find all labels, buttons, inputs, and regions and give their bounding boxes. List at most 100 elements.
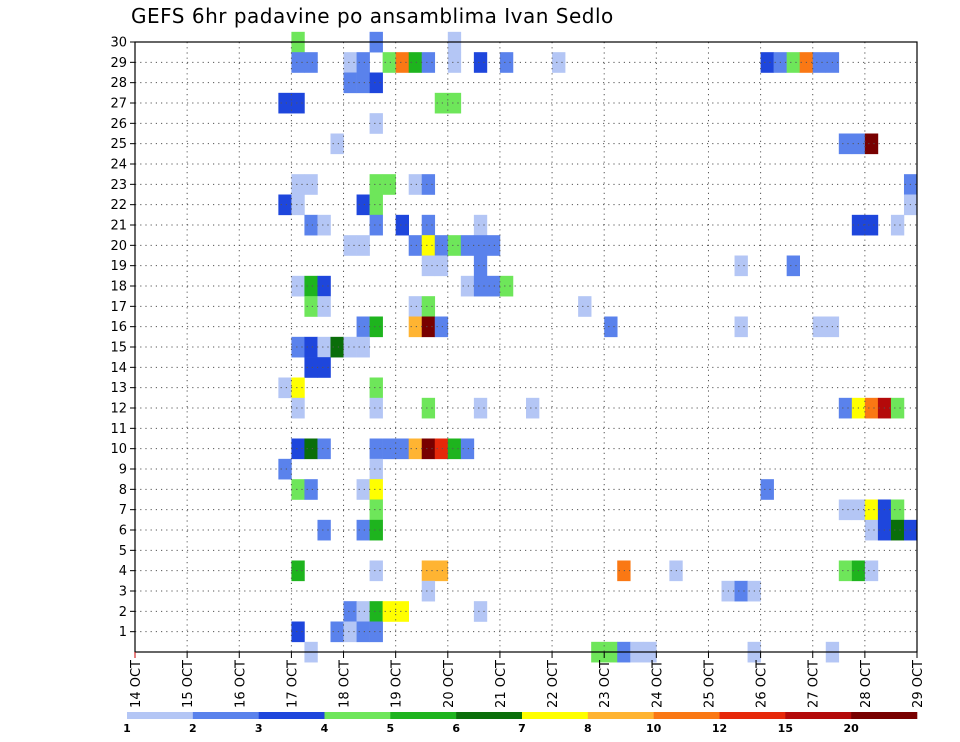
- y-tick-label: 24: [110, 158, 127, 173]
- legend-level-label: 15: [778, 722, 793, 735]
- heatmap-cell: [434, 560, 449, 582]
- y-tick-label: 4: [119, 564, 127, 579]
- heatmap-cell: [278, 92, 292, 114]
- heatmap-cell: [408, 296, 423, 317]
- y-tick-label: 8: [119, 483, 127, 498]
- heatmap-cell: [343, 52, 357, 73]
- heatmap-cell: [864, 499, 879, 521]
- heatmap-cell: [421, 255, 436, 277]
- heatmap-cell: [291, 92, 305, 114]
- heatmap-cell: [526, 397, 540, 419]
- y-tick-label: 20: [110, 239, 127, 254]
- legend-color-swatch: [456, 712, 523, 719]
- heatmap-cell: [434, 92, 449, 114]
- y-tick-label: 19: [110, 259, 127, 274]
- legend-color-swatch: [522, 712, 589, 719]
- heatmap-cell: [421, 316, 436, 338]
- x-tick-label: 22 OCT: [546, 660, 561, 708]
- y-tick-label: 22: [110, 198, 127, 213]
- heatmap-cell: [369, 174, 383, 195]
- legend-color-swatch: [851, 712, 918, 719]
- heatmap-cell: [330, 133, 344, 155]
- heatmap-cell: [473, 52, 488, 73]
- heatmap-cell: [291, 479, 305, 500]
- heatmap-cell: [291, 560, 305, 582]
- x-tick-label: 25 OCT: [702, 660, 717, 708]
- heatmap-cell: [343, 72, 357, 94]
- heatmap-cell: [760, 479, 774, 500]
- heatmap-cell: [343, 621, 357, 643]
- heatmap-cell: [864, 214, 879, 236]
- y-tick-label: 27: [110, 97, 127, 112]
- y-tick-label: 16: [110, 320, 127, 335]
- y-tick-label: 10: [110, 442, 127, 457]
- y-tick-label: 17: [110, 300, 127, 315]
- heatmap-cell: [421, 560, 436, 582]
- y-tick-label: 2: [119, 605, 127, 620]
- heatmap-cell: [408, 52, 423, 73]
- heatmap-cell: [317, 296, 331, 317]
- heatmap-cell: [304, 52, 318, 73]
- heatmap-cell: [382, 52, 396, 73]
- heatmap-cell: [317, 357, 331, 378]
- heatmap-cell: [291, 336, 305, 358]
- heatmap-cell: [304, 275, 318, 297]
- heatmap-cell: [369, 438, 383, 460]
- legend-color-swatch: [653, 712, 720, 719]
- x-tick-label: 20 OCT: [442, 660, 457, 708]
- heatmap-cell: [812, 316, 827, 338]
- heatmap-cell: [786, 52, 800, 73]
- heatmap-cell: [317, 275, 331, 297]
- heatmap-cell: [343, 235, 357, 256]
- heatmap-cell: [864, 519, 879, 541]
- heatmap-cell: [864, 397, 879, 419]
- heatmap-cell: [734, 255, 748, 277]
- x-tick-label: 14 OCT: [129, 660, 144, 708]
- heatmap-cell: [434, 438, 449, 460]
- heatmap-cell: [864, 133, 879, 155]
- heatmap-cell: [395, 601, 409, 622]
- y-tick-label: 7: [119, 503, 127, 518]
- heatmap-cell: [421, 296, 436, 317]
- heatmap-cell: [291, 397, 305, 419]
- heatmap-cell: [460, 235, 475, 256]
- heatmap-cell: [408, 174, 423, 195]
- heatmap-cell: [317, 519, 331, 541]
- legend-color-swatch: [258, 712, 325, 719]
- legend-color-swatch: [192, 712, 259, 719]
- heatmap-cell: [369, 601, 383, 622]
- heatmap-cell: [317, 336, 331, 358]
- heatmap-cell: [408, 316, 423, 338]
- x-tick-label: 24 OCT: [650, 660, 665, 708]
- heatmap-cell: [304, 336, 318, 358]
- heatmap-cell: [278, 194, 292, 216]
- x-tick-label: 23 OCT: [598, 660, 613, 708]
- y-tick-label: 5: [119, 544, 127, 559]
- heatmap-cell: [552, 52, 566, 73]
- y-tick-label: 12: [110, 402, 127, 417]
- heatmap-cell: [447, 438, 462, 460]
- heatmap-cell: [304, 438, 318, 460]
- legend-level-label: 12: [712, 722, 727, 735]
- heatmap-cell: [447, 235, 462, 256]
- x-tick-label: 18 OCT: [338, 660, 353, 708]
- heatmap-cell: [578, 296, 592, 317]
- heatmap-cell: [291, 621, 305, 643]
- legend-level-label: 6: [452, 722, 460, 735]
- heatmap-cell: [473, 601, 488, 622]
- y-tick-label: 13: [110, 381, 127, 396]
- legend-level-label: 7: [518, 722, 526, 735]
- heatmap-cell: [369, 214, 383, 236]
- heatmap-cell: [473, 255, 488, 277]
- x-tick-label: 15 OCT: [181, 660, 196, 708]
- y-tick-label: 18: [110, 280, 127, 295]
- heatmap-cell: [291, 52, 305, 73]
- heatmap-cell: [356, 601, 370, 622]
- heatmap-cell: [291, 194, 305, 216]
- y-tick-label: 28: [110, 76, 127, 91]
- legend-level-label: 1: [123, 722, 131, 735]
- heatmap-cell: [812, 52, 827, 73]
- heatmap-cell: [356, 336, 370, 358]
- y-tick-label: 15: [110, 341, 127, 356]
